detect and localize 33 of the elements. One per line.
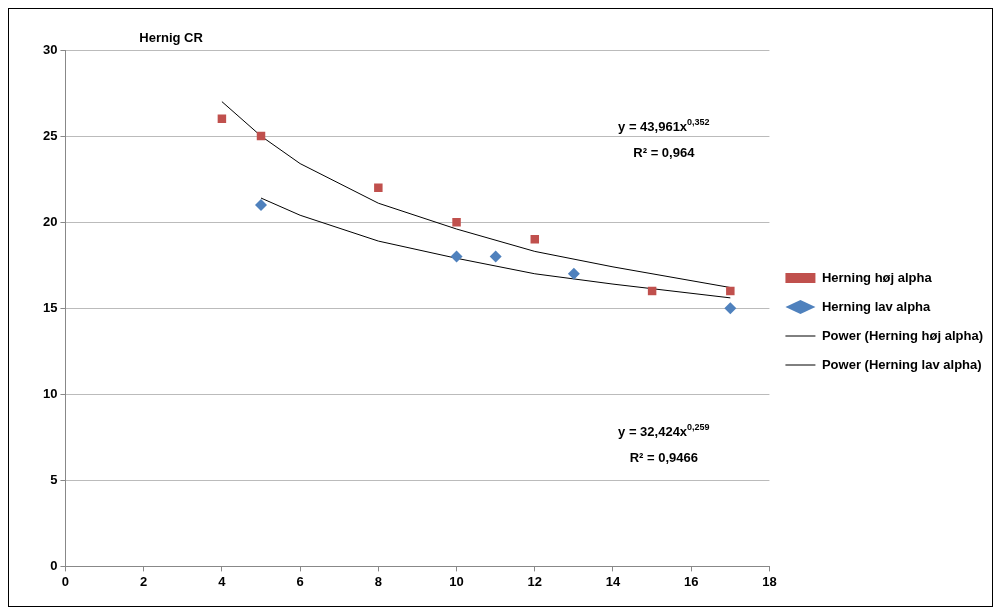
y-tick-label: 30	[42, 41, 58, 57]
y-tick-label: 15	[42, 299, 58, 315]
y-tick-label: 10	[42, 385, 58, 401]
y-tick-label: 25	[42, 127, 58, 143]
x-tick-label: 6	[296, 573, 304, 589]
point	[489, 250, 502, 263]
point	[450, 250, 463, 263]
x-tick-label: 18	[762, 573, 777, 589]
legend-label: Herning høj alpha	[821, 269, 933, 285]
point	[374, 183, 383, 192]
annotation: R² = 0,9466	[629, 449, 698, 465]
x-tick-label: 4	[218, 573, 227, 589]
legend-label: Power (Herning lav alpha)	[821, 356, 982, 372]
y-tick-label: 5	[50, 471, 58, 487]
point	[452, 217, 461, 227]
chart-title: Hernig CR	[139, 29, 204, 45]
point	[255, 198, 268, 211]
point	[530, 235, 540, 244]
x-tick-label: 8	[374, 573, 382, 589]
legend-label: Herning lav alpha	[821, 298, 932, 314]
point	[567, 267, 580, 280]
x-tick-label: 0	[61, 573, 70, 589]
point	[724, 302, 737, 315]
x-tick-label: 2	[140, 573, 148, 589]
x-tick-label: 16	[683, 573, 699, 589]
point	[726, 286, 735, 296]
y-tick-label: 0	[50, 557, 58, 573]
y-tick-label: 20	[42, 213, 58, 229]
legend-label: Power (Herning høj alpha)	[821, 327, 984, 343]
annotation: R² = 0,964	[633, 144, 696, 160]
x-tick-label: 12	[527, 573, 543, 589]
x-tick-label: 14	[605, 573, 621, 589]
x-tick-label: 10	[449, 573, 464, 589]
